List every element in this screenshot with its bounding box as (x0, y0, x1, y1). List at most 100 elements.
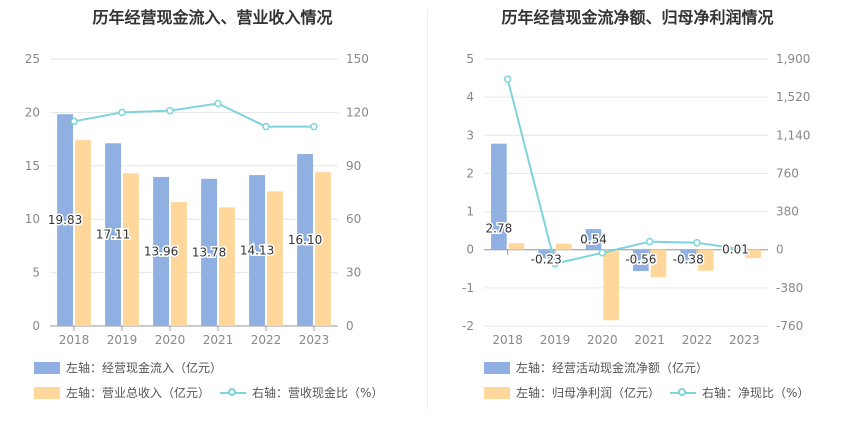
legend-left-0[interactable]: 左轴：经营现金流入（亿元） (34, 359, 222, 376)
y-right-tick-label-left: 30 (346, 266, 361, 280)
line-point-right-2021 (645, 237, 654, 246)
y-right-tick-label-left: 60 (346, 212, 361, 226)
bar-orange-right-2022 (698, 249, 714, 271)
bar-data-label-left-2023: 16.10 (288, 233, 322, 247)
legend-label: 左轴：营业总收入（亿元） (66, 386, 211, 400)
y-right-tick-label-right: -380 (776, 281, 803, 295)
bar-data-label-left-2020: 13.96 (144, 244, 178, 258)
y-left-tick-label-right: 2 (466, 166, 474, 180)
legend-swatch-orange (34, 386, 60, 399)
bar-orange-right-2023 (745, 249, 761, 259)
bar-data-label-left-2018: 19.83 (48, 213, 82, 227)
legend-swatch-orange (484, 386, 510, 399)
bar-data-label-right-2018: 2.78 (485, 222, 512, 236)
x-tick-label-right: 2018 (492, 333, 523, 347)
line-point-left-2020 (166, 106, 174, 115)
bar-blue-right-2021 (633, 249, 649, 272)
legend-right-2[interactable]: 右轴：净现比（%） (670, 384, 809, 401)
y-left-tick-label-left: 5 (32, 266, 40, 280)
legend-label: 左轴：归母净利润（亿元） (516, 386, 661, 400)
bar-orange-left-2018 (75, 140, 91, 326)
y-left-tick-label-left: 15 (25, 159, 40, 173)
bar-blue-right-2023 (727, 249, 744, 251)
line-point-left-2019 (118, 108, 126, 117)
panel-divider (427, 10, 428, 410)
y-left-tick-label-right: 4 (466, 90, 474, 104)
bar-data-label-left-2021: 13.78 (192, 245, 226, 259)
y-left-tick-label-right: 3 (466, 128, 474, 142)
bar-data-label-right-2022: -0.38 (673, 253, 704, 267)
legend-label: 右轴：营收现金比（%） (252, 386, 384, 400)
y-left-tick-label-left: 0 (32, 319, 40, 333)
y-right-tick-label-right: 1,140 (776, 128, 810, 142)
legend-line-marker-icon (670, 387, 696, 399)
right-chart-title: 历年经营现金流净额、归母净利润情况 (501, 8, 774, 27)
line-point-right-2020 (598, 248, 607, 257)
x-tick-label-left: 2018 (59, 333, 90, 347)
y-right-tick-label-left: 90 (346, 159, 361, 173)
line-point-right-2019 (551, 260, 559, 268)
line-point-right-2022 (693, 238, 701, 247)
line-point-right-2023 (740, 245, 749, 254)
x-tick-label-left: 2022 (251, 333, 282, 347)
bar-blue-right-2022 (680, 249, 696, 265)
bar-data-label-right-2023: 0.01 (722, 243, 749, 257)
y-right-tick-label-right: 1,900 (776, 52, 810, 66)
bar-blue-right-2018 (491, 143, 507, 250)
bar-data-label-left-2019: 17.11 (96, 228, 130, 242)
left-chart-title: 历年经营现金流入、营业收入情况 (92, 8, 333, 27)
bar-data-label-left-2022: 14.13 (240, 244, 274, 258)
x-tick-label-left: 2020 (155, 333, 186, 347)
line-point-right-2018 (503, 75, 512, 83)
y-left-tick-label-right: -1 (462, 281, 474, 295)
line-point-left-2022 (262, 122, 270, 131)
y-left-tick-label-right: 1 (466, 205, 474, 219)
y-left-tick-label-right: 5 (466, 52, 474, 66)
y-right-tick-label-right: 1,520 (776, 90, 810, 104)
bar-orange-right-2021 (650, 249, 667, 278)
line-series-left (73, 102, 314, 128)
y-left-tick-label-right: 0 (466, 243, 474, 257)
line-series-right (506, 78, 745, 265)
x-tick-label-right: 2019 (540, 333, 571, 347)
y-left-tick-label-left: 10 (25, 212, 40, 226)
bar-data-label-right-2020: 0.54 (580, 232, 607, 246)
legend-label: 左轴：经营现金流入（亿元） (66, 361, 223, 375)
legend-left-2[interactable]: 右轴：营收现金比（%） (220, 384, 383, 401)
bar-blue-left-2019 (105, 143, 121, 326)
bar-orange-right-2018 (508, 243, 525, 250)
legend-swatch-blue (34, 361, 60, 374)
y-right-tick-label-right: 760 (776, 166, 799, 180)
y-right-tick-label-right: 0 (776, 243, 784, 257)
line-point-left-2021 (214, 99, 222, 108)
legend-swatch-blue (484, 361, 510, 374)
bar-orange-left-2021 (219, 207, 235, 326)
legend-label: 左轴：经营活动现金流净额（亿元） (516, 361, 709, 375)
legend-left-1[interactable]: 左轴：营业总收入（亿元） (34, 384, 210, 401)
y-right-tick-label-left: 150 (346, 52, 369, 66)
y-left-tick-label-right: -2 (462, 319, 474, 333)
bar-blue-left-2022 (249, 175, 265, 326)
bar-orange-right-2019 (556, 243, 572, 250)
y-left-tick-label-left: 20 (25, 105, 40, 119)
y-right-tick-label-right: -760 (776, 319, 803, 333)
y-left-tick-label-left: 25 (25, 52, 40, 66)
legend-line-marker-icon (220, 387, 246, 399)
y-right-tick-label-left: 120 (346, 105, 369, 119)
legend-right-0[interactable]: 左轴：经营活动现金流净额（亿元） (484, 359, 708, 376)
bar-orange-left-2023 (315, 172, 331, 326)
bar-blue-left-2023 (297, 154, 313, 326)
y-right-tick-label-right: 380 (776, 205, 799, 219)
x-tick-label-right: 2021 (634, 333, 665, 347)
line-point-left-2023 (310, 122, 318, 131)
legend-label: 右轴：净现比（%） (702, 386, 810, 400)
bar-blue-right-2020 (585, 229, 602, 250)
bar-data-label-right-2021: -0.56 (625, 253, 656, 267)
x-tick-label-right: 2020 (587, 333, 618, 347)
legend-right-1[interactable]: 左轴：归母净利润（亿元） (484, 384, 660, 401)
bar-blue-right-2019 (538, 249, 554, 259)
bar-orange-left-2019 (123, 173, 139, 326)
bar-blue-left-2021 (201, 178, 217, 326)
bar-orange-left-2022 (267, 191, 283, 326)
